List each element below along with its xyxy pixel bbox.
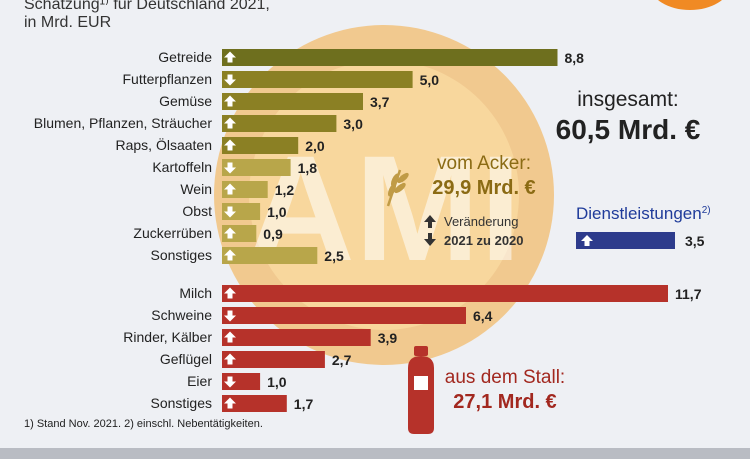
- stall-label: aus dem Stall:: [445, 367, 565, 388]
- dienst-label-text: Dienstleistungen: [576, 204, 702, 223]
- acker-value-label: 8,8: [565, 50, 585, 66]
- acker-value-label: 0,9: [263, 226, 283, 242]
- stall-value: 27,1 Mrd. €: [453, 391, 556, 413]
- stall-category-label: Rinder, Kälber: [123, 329, 212, 345]
- acker-category-label: Gemüse: [159, 93, 212, 109]
- stall-value-label: 1,0: [267, 374, 287, 390]
- stall-bar: [222, 395, 287, 412]
- arrow-down-icon: [224, 162, 236, 174]
- wheat-icon: [386, 169, 409, 207]
- arrow-up-icon: [224, 287, 236, 299]
- acker-category-label: Obst: [182, 203, 212, 219]
- change-legend-line2: 2021 zu 2020: [444, 233, 524, 248]
- chart-header-line1: Schätzung¹⁾ für Deutschland 2021,: [24, 0, 270, 13]
- stall-value-label: 6,4: [473, 308, 493, 324]
- dienst-arrow-up-icon: [581, 235, 593, 246]
- acker-value-label: 5,0: [420, 72, 440, 88]
- stall-value-label: 11,7: [675, 286, 702, 302]
- dienst-bar: [576, 232, 675, 249]
- acker-category-label: Getreide: [158, 49, 212, 65]
- acker-value-label: 3,0: [343, 116, 363, 132]
- acker-bar: [222, 181, 268, 198]
- stall-value-label: 3,9: [378, 330, 398, 346]
- acker-bar: [222, 159, 291, 176]
- acker-bar: [222, 115, 337, 132]
- stall-bar: [222, 285, 668, 302]
- arrow-down-icon: [224, 74, 236, 86]
- stall-category-label: Geflügel: [160, 351, 212, 367]
- acker-value-label: 1,0: [267, 204, 287, 220]
- acker-value-label: 1,8: [298, 160, 318, 176]
- acker-category-label: Wein: [180, 181, 212, 197]
- acker-value-label: 2,5: [324, 248, 344, 264]
- footnote: 1) Stand Nov. 2021. 2) einschl. Nebentät…: [24, 418, 263, 430]
- acker-category-label: Sonstiges: [151, 247, 212, 263]
- acker-bar: [222, 49, 558, 66]
- acker-value-label: 1,2: [275, 182, 295, 198]
- arrow-up-icon: [224, 397, 236, 409]
- arrow-down-icon: [424, 233, 436, 246]
- arrow-up-icon: [224, 51, 236, 63]
- arrow-up-icon: [224, 95, 236, 107]
- acker-category-label: Kartoffeln: [152, 159, 212, 175]
- acker-value-label: 3,7: [370, 94, 390, 110]
- stall-bar: [222, 329, 371, 346]
- overall-label: insgesamt:: [577, 88, 679, 111]
- arrow-down-icon: [224, 206, 236, 218]
- change-legend-line1: Veränderung: [444, 214, 518, 229]
- acker-label: vom Acker:: [437, 153, 531, 174]
- arrow-up-icon: [224, 331, 236, 343]
- acker-category-label: Raps, Ölsaaten: [116, 136, 213, 153]
- stall-category-label: Sonstiges: [151, 395, 212, 411]
- acker-bar: [222, 93, 363, 110]
- arrow-up-icon: [224, 353, 236, 365]
- acker-bar: [222, 71, 413, 88]
- orange-corner-decoration: [650, 0, 730, 10]
- arrow-up-icon: [424, 215, 436, 228]
- arrow-up-icon: [224, 183, 236, 195]
- stall-category-label: Eier: [187, 373, 212, 389]
- footer-band: [0, 448, 750, 459]
- dienst-superscript: 2): [702, 205, 711, 216]
- arrow-up-icon: [224, 227, 236, 239]
- stall-bar: [222, 307, 466, 324]
- acker-value: 29,9 Mrd. €: [432, 177, 535, 199]
- arrow-down-icon: [224, 310, 236, 322]
- acker-bar: [222, 137, 299, 154]
- stall-category-label: Schweine: [151, 307, 212, 323]
- dienst-value: 3,5: [685, 233, 705, 249]
- chart-header-line2: in Mrd. EUR: [24, 14, 112, 31]
- arrow-up-icon: [224, 139, 236, 151]
- milk-bottle-icon: [408, 346, 434, 434]
- stall-bar: [222, 351, 325, 368]
- arrow-up-icon: [224, 249, 236, 261]
- acker-category-label: Zuckerrüben: [133, 225, 212, 241]
- change-legend: Veränderung 2021 zu 2020: [424, 214, 524, 248]
- arrow-up-icon: [224, 117, 236, 129]
- stall-value-label: 1,7: [294, 396, 314, 412]
- stall-value-label: 2,7: [332, 352, 352, 368]
- arrow-down-icon: [224, 376, 236, 388]
- acker-value-label: 2,0: [305, 138, 325, 154]
- stall-category-label: Milch: [179, 285, 212, 301]
- acker-category-label: Futterpflanzen: [123, 71, 213, 87]
- acker-bar: [222, 247, 318, 264]
- overall-value: 60,5 Mrd. €: [556, 114, 701, 145]
- dienst-label: Dienstleistungen2): [576, 204, 711, 223]
- acker-category-label: Blumen, Pflanzen, Sträucher: [34, 115, 213, 131]
